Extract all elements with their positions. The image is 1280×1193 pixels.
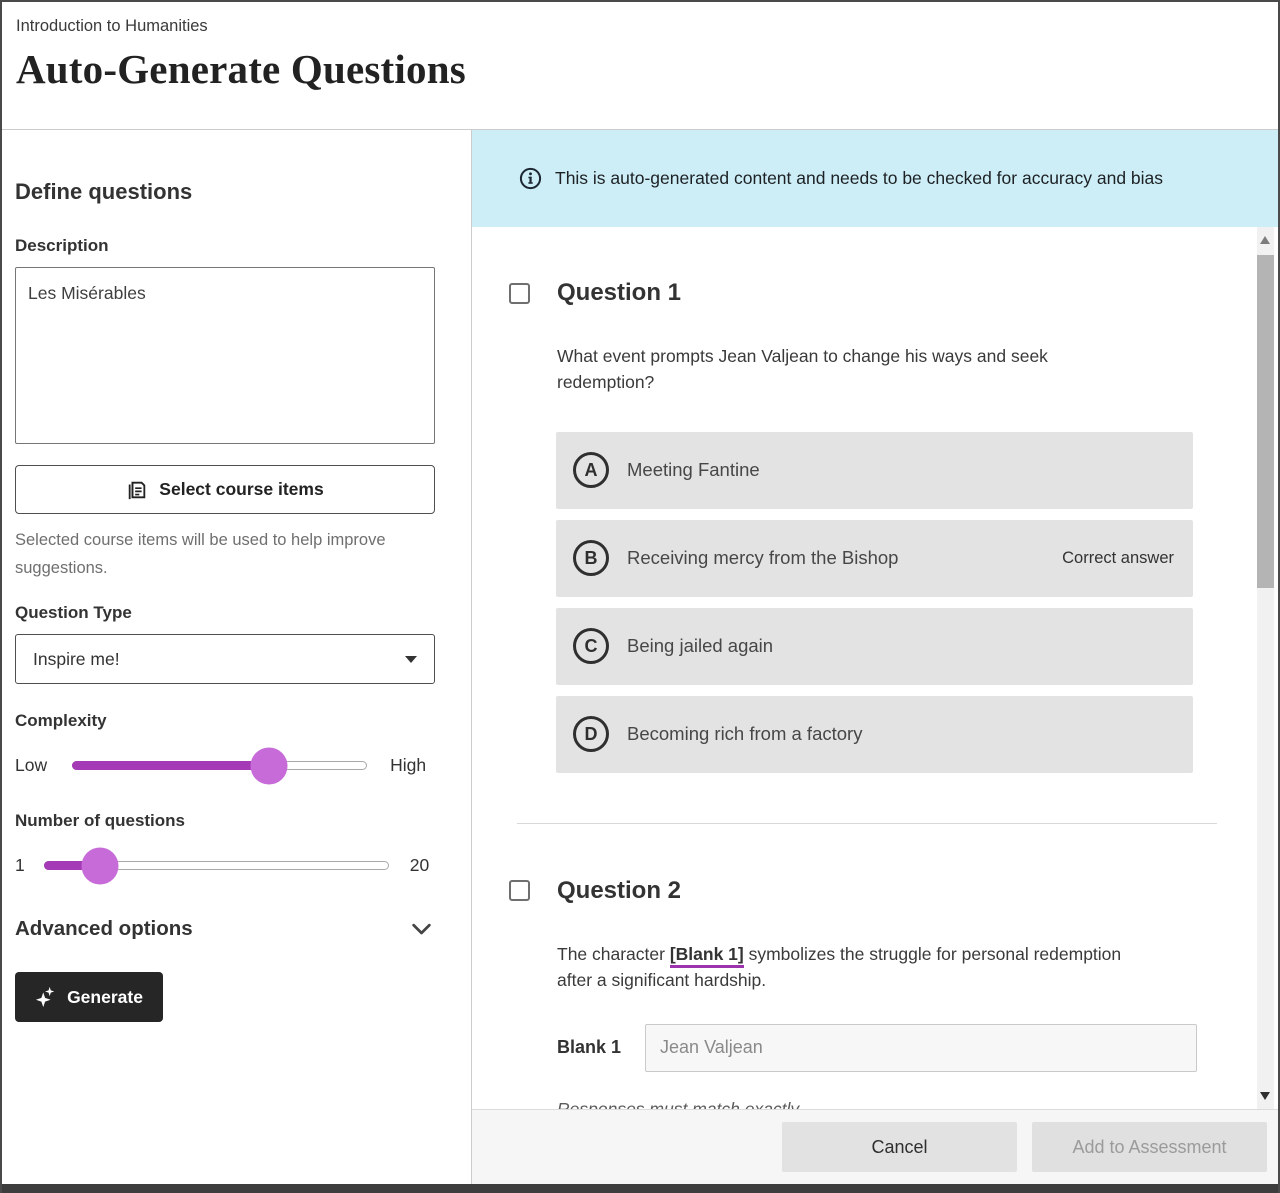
description-input[interactable] bbox=[15, 267, 435, 444]
cancel-button[interactable]: Cancel bbox=[782, 1122, 1017, 1172]
complexity-slider[interactable] bbox=[72, 747, 368, 785]
answer-option-a[interactable]: A Meeting Fantine bbox=[556, 431, 1193, 509]
option-d-label: Becoming rich from a factory bbox=[627, 723, 863, 745]
scrollbar-thumb[interactable] bbox=[1257, 255, 1274, 588]
num-questions-max-label: 20 bbox=[409, 855, 430, 876]
question-2-prompt: The character [Blank 1] symbolizes the s… bbox=[557, 943, 1122, 990]
description-label: Description bbox=[15, 236, 109, 255]
ai-warning-banner: This is auto-generated content and needs… bbox=[472, 130, 1278, 227]
question-2-title: Question 2 bbox=[557, 876, 682, 904]
answer-option-c[interactable]: C Being jailed again bbox=[556, 607, 1193, 685]
question-type-label: Question Type bbox=[15, 603, 132, 623]
blank-1-placeholder: [Blank 1] bbox=[669, 943, 744, 968]
num-questions-slider-thumb[interactable] bbox=[81, 847, 119, 885]
num-questions-label: Number of questions bbox=[15, 811, 186, 831]
window-bottom-edge bbox=[2, 1184, 1278, 1193]
blank-1-input[interactable] bbox=[645, 1023, 1198, 1072]
complexity-min-label: Low bbox=[15, 755, 48, 776]
complexity-slider-thumb[interactable] bbox=[250, 747, 288, 785]
option-c-letter: C bbox=[573, 628, 609, 665]
question-2-checkbox[interactable] bbox=[509, 880, 530, 902]
answer-option-d[interactable]: D Becoming rich from a factory bbox=[556, 695, 1193, 773]
match-exactly-note: Responses must match exactly bbox=[557, 1098, 800, 1109]
option-d-letter: D bbox=[573, 716, 609, 753]
blank-1-row: Blank 1 bbox=[557, 1023, 1278, 1072]
generate-label: Generate bbox=[67, 986, 143, 1007]
complexity-max-label: High bbox=[390, 755, 427, 776]
define-questions-heading: Define questions bbox=[15, 179, 193, 204]
add-to-assessment-button[interactable]: Add to Assessment bbox=[1032, 1122, 1267, 1172]
page-title: Auto-Generate Questions bbox=[16, 46, 466, 92]
scroll-up-arrow-icon[interactable] bbox=[1260, 236, 1270, 244]
option-a-letter: A bbox=[573, 452, 609, 489]
dialog-footer: Cancel Add to Assessment bbox=[472, 1109, 1278, 1184]
select-course-items-label: Select course items bbox=[159, 479, 324, 499]
blank-1-label: Blank 1 bbox=[557, 1037, 622, 1058]
ai-warning-text: This is auto-generated content and needs… bbox=[555, 168, 1164, 189]
question-2-header: Question 2 bbox=[509, 877, 1278, 905]
num-questions-slider-row: 1 20 bbox=[15, 847, 458, 885]
advanced-options-toggle[interactable]: Advanced options bbox=[15, 915, 435, 942]
num-questions-slider[interactable] bbox=[43, 847, 389, 885]
question-1-header: Question 1 bbox=[509, 279, 1278, 307]
select-course-items-button[interactable]: Select course items bbox=[15, 465, 435, 514]
dropdown-caret-icon bbox=[405, 655, 417, 663]
question-type-select[interactable]: Inspire me! bbox=[15, 634, 435, 685]
scroll-down-arrow-icon[interactable] bbox=[1260, 1092, 1270, 1100]
question-1-title: Question 1 bbox=[557, 279, 682, 306]
option-a-label: Meeting Fantine bbox=[627, 459, 760, 481]
num-questions-min-label: 1 bbox=[15, 855, 25, 876]
answer-option-b[interactable]: B Receiving mercy from the Bishop Correc… bbox=[556, 519, 1193, 597]
question-1-prompt: What event prompts Jean Valjean to chang… bbox=[557, 346, 1048, 392]
option-c-label: Being jailed again bbox=[627, 635, 774, 657]
questions-scroll-area: Question 1 What event prompts Jean Valje… bbox=[472, 227, 1278, 1109]
question-divider bbox=[517, 822, 1217, 824]
question-1-options: A Meeting Fantine B Receiving mercy from… bbox=[556, 431, 1193, 773]
complexity-slider-row: Low High bbox=[15, 747, 458, 785]
info-icon bbox=[519, 167, 542, 190]
complexity-slider-fill bbox=[72, 761, 269, 771]
breadcrumb: Introduction to Humanities bbox=[16, 17, 208, 35]
document-copy-icon bbox=[126, 479, 148, 501]
generated-questions-panel: This is auto-generated content and needs… bbox=[472, 130, 1278, 1184]
header: Introduction to Humanities Auto-Generate… bbox=[2, 2, 1278, 130]
option-b-label: Receiving mercy from the Bishop bbox=[627, 547, 899, 569]
question-type-value: Inspire me! bbox=[33, 648, 120, 669]
num-questions-slider-fill bbox=[43, 861, 99, 871]
vertical-scrollbar[interactable] bbox=[1257, 227, 1274, 1109]
correct-answer-badge: Correct answer bbox=[1062, 548, 1174, 567]
define-questions-panel: Define questions Description Select cour… bbox=[2, 130, 472, 1184]
generate-button[interactable]: Generate bbox=[15, 972, 163, 1023]
sparkle-icon bbox=[35, 986, 57, 1008]
complexity-label: Complexity bbox=[15, 711, 107, 731]
course-items-helper-text: Selected course items will be used to he… bbox=[15, 531, 386, 578]
option-b-letter: B bbox=[573, 540, 609, 577]
chevron-down-icon bbox=[408, 915, 435, 942]
question-1-checkbox[interactable] bbox=[509, 282, 530, 304]
advanced-options-label: Advanced options bbox=[15, 916, 193, 940]
